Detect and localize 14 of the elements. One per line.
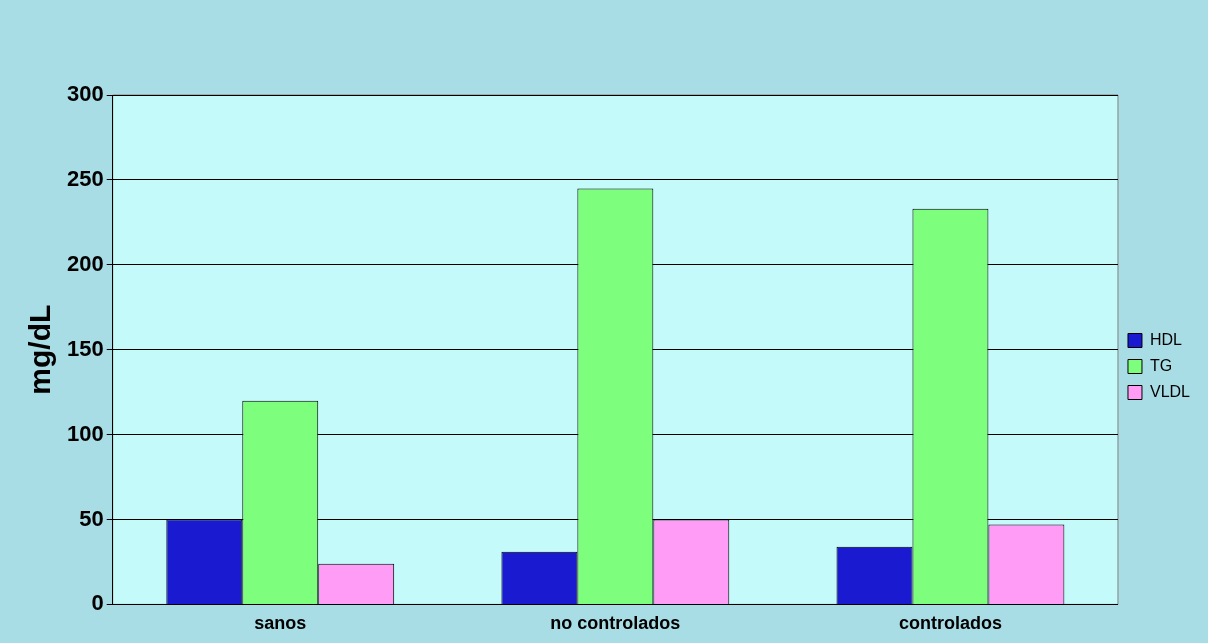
- legend-label: TG: [1149, 356, 1173, 374]
- y-tick-label: 0: [91, 590, 104, 616]
- y-tick-label: 150: [66, 335, 104, 361]
- x-tick-label: no controlados: [550, 613, 681, 634]
- y-axis-title: mg/dL: [23, 304, 57, 395]
- legend-label: HDL: [1149, 330, 1183, 348]
- y-tick-label: 100: [66, 420, 104, 446]
- y-tick-label: 300: [66, 81, 104, 107]
- y-tick-label: 250: [66, 165, 104, 191]
- legend-label: VLDL: [1149, 382, 1191, 400]
- y-tick-label: 50: [79, 505, 104, 531]
- x-tick-label: controlados: [898, 613, 1002, 634]
- y-tick-label: 200: [66, 250, 104, 276]
- x-tick-label: sanos: [254, 613, 307, 634]
